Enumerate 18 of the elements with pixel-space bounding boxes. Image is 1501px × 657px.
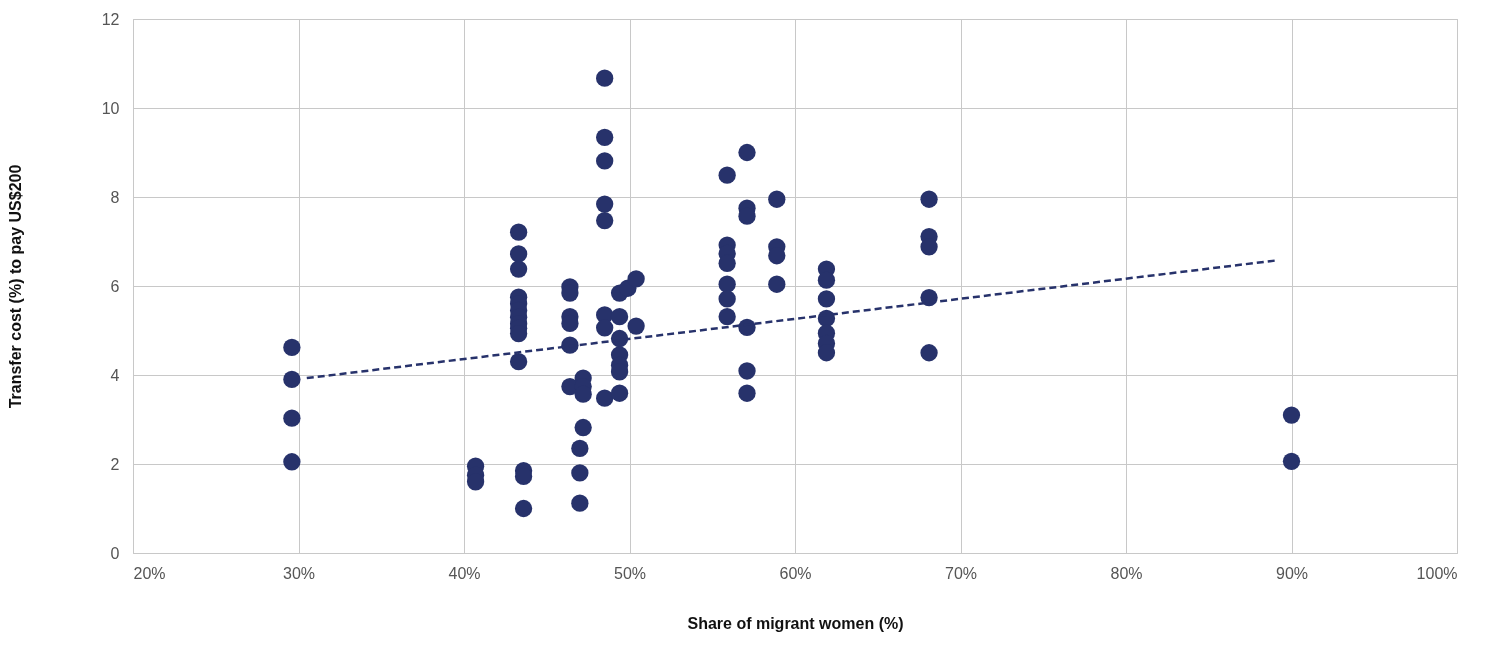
x-axis-title: Share of migrant women (%): [687, 614, 904, 632]
x-tick-label: 100%: [1416, 564, 1458, 582]
y-tick-label: 12: [101, 10, 120, 28]
x-tick-label: 50%: [613, 564, 647, 582]
x-tick-label: 90%: [1275, 564, 1309, 582]
y-tick-label: 4: [110, 366, 120, 384]
x-tick-label: 20%: [133, 564, 166, 582]
x-tick-label: 70%: [944, 564, 978, 582]
y-tick-label: 10: [101, 99, 120, 117]
y-tick-label: 0: [110, 544, 120, 562]
x-tick-label: 60%: [779, 564, 812, 582]
x-tick-label: 40%: [448, 564, 481, 582]
y-tick-label: 6: [110, 277, 120, 295]
x-tick-label: 80%: [1110, 564, 1143, 582]
y-tick-label: 8: [110, 188, 120, 206]
y-tick-label: 2: [110, 455, 120, 473]
y-axis-title: Transfer cost (%) to pay US$200: [6, 164, 24, 409]
x-tick-label: 30%: [282, 564, 316, 582]
